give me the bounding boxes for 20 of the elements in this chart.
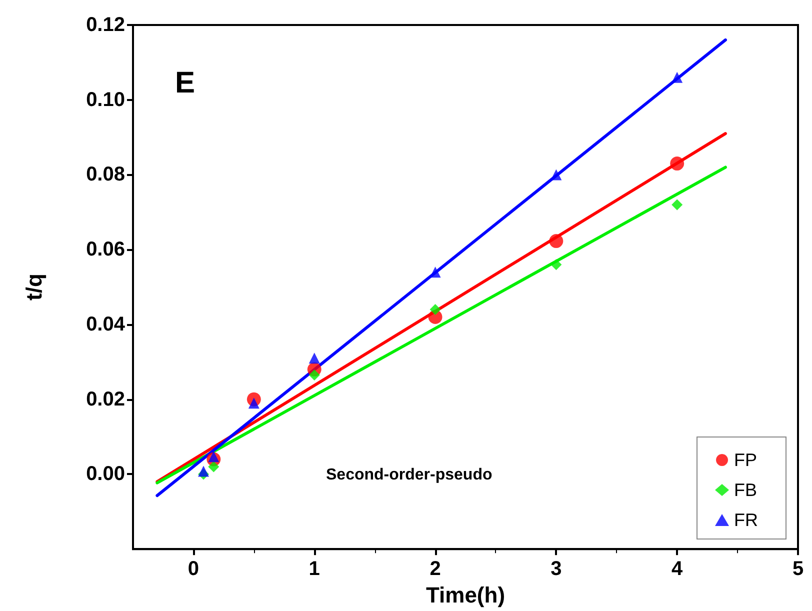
- annotation: E: [175, 66, 196, 100]
- x-tick-label: 0: [188, 558, 200, 580]
- x-tick-label: 2: [430, 558, 441, 580]
- y-tick-label: 0.00: [86, 463, 125, 486]
- y-tick-label: 0.10: [86, 88, 125, 111]
- annotation: Second-order-pseudo: [326, 466, 492, 484]
- y-tick-label: 0.02: [86, 388, 125, 410]
- x-tick-label: 1: [308, 558, 320, 580]
- x-tick-label: 5: [792, 558, 804, 580]
- legend-label: FB: [734, 480, 758, 500]
- legend-label: FP: [734, 450, 758, 470]
- y-tick-label: 0.06: [86, 238, 125, 261]
- y-tick-label: 0.04: [86, 313, 126, 336]
- x-tick-label: 3: [550, 558, 562, 580]
- y-tick-label: 0.12: [86, 14, 125, 36]
- x-axis-title: Time(h): [426, 582, 506, 608]
- x-tick-label: 4: [672, 558, 684, 580]
- legend-label: FR: [734, 510, 758, 530]
- y-axis-title: t/q: [22, 274, 46, 300]
- y-tick-label: 0.08: [86, 164, 125, 186]
